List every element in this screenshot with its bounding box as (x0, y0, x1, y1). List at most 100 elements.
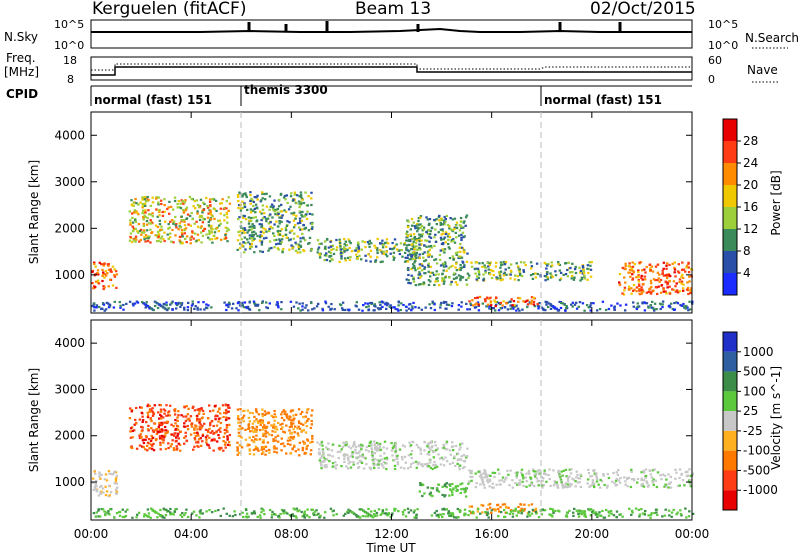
data-cell (194, 305, 197, 308)
data-cell (259, 429, 262, 432)
data-cell (260, 448, 263, 451)
data-cell (135, 406, 138, 410)
data-cell (677, 263, 680, 266)
data-cell (419, 216, 422, 219)
data-cell (495, 483, 498, 486)
data-cell (426, 254, 430, 257)
data-cell (331, 258, 334, 261)
data-cell (107, 469, 111, 473)
data-cell (515, 472, 519, 475)
data-cell (414, 241, 418, 245)
data-cell (452, 238, 455, 241)
data-cell (483, 486, 486, 489)
data-cell (360, 448, 363, 451)
data-cell (686, 286, 690, 289)
data-cell (503, 503, 506, 506)
data-cell (250, 234, 253, 237)
data-cell (263, 513, 266, 516)
data-cell (635, 286, 639, 289)
data-cell (348, 246, 351, 249)
data-cell (328, 260, 332, 263)
data-cell (298, 221, 302, 224)
data-cell (115, 286, 118, 289)
data-cell (243, 409, 246, 412)
data-cell (97, 494, 100, 497)
data-cell (442, 249, 445, 252)
data-cell (239, 209, 243, 212)
data-cell (179, 305, 182, 308)
data-cell (444, 220, 447, 223)
data-cell (630, 509, 634, 512)
data-cell (441, 248, 444, 251)
data-cell (669, 486, 673, 489)
data-cell (226, 221, 229, 224)
data-cell (327, 442, 330, 445)
data-cell (96, 489, 99, 492)
data-cell (270, 246, 273, 250)
data-cell (183, 232, 186, 235)
data-cell (323, 247, 327, 250)
data-cell (237, 195, 240, 198)
data-cell (399, 242, 403, 245)
data-cell (174, 234, 177, 237)
data-cell (102, 287, 105, 291)
data-cell (369, 260, 372, 263)
data-cell (641, 288, 644, 291)
data-cell (445, 442, 448, 445)
data-cell (651, 300, 654, 303)
data-cell (148, 410, 152, 413)
data-cell (251, 239, 254, 242)
data-cell (249, 216, 253, 220)
data-cell (343, 247, 346, 250)
data-cell (376, 237, 379, 241)
data-cell (369, 255, 372, 258)
data-cell (290, 423, 293, 426)
data-cell (279, 229, 282, 233)
data-cell (109, 278, 112, 281)
data-cell (389, 247, 392, 250)
data-cell (409, 463, 413, 466)
data-cell (689, 485, 693, 488)
data-cell (415, 248, 418, 251)
data-cell (279, 192, 283, 195)
data-cell (149, 219, 152, 222)
data-cell (452, 257, 455, 261)
data-cell (505, 273, 508, 276)
data-cell (286, 512, 289, 515)
data-cell (332, 509, 335, 512)
data-cell (271, 227, 274, 230)
data-cell (465, 278, 468, 281)
data-cell (403, 260, 407, 263)
data-cell (347, 511, 350, 514)
data-cell (459, 243, 462, 246)
data-cell (660, 478, 663, 481)
data-cell (310, 197, 313, 200)
data-cell (413, 516, 416, 519)
data-cell (400, 302, 403, 305)
data-cell (426, 486, 429, 489)
data-cell (252, 230, 256, 233)
data-cell (200, 426, 203, 429)
data-cell (646, 485, 650, 488)
data-cell (158, 214, 161, 217)
data-cell (166, 207, 169, 211)
data-cell (624, 262, 627, 265)
data-cell (635, 276, 638, 279)
data-cell (357, 308, 361, 311)
data-cell (330, 307, 333, 310)
data-cell (486, 297, 489, 300)
data-cell (455, 262, 458, 265)
data-cell (216, 410, 220, 413)
data-cell (385, 307, 388, 310)
data-cell (196, 306, 199, 309)
data-cell (306, 444, 309, 447)
data-cell (558, 510, 561, 513)
data-cell (443, 280, 446, 283)
data-cell (406, 230, 409, 233)
data-cell (520, 275, 524, 278)
data-cell (653, 468, 656, 471)
data-cell (379, 303, 382, 307)
data-cell (180, 515, 184, 518)
data-cell (211, 215, 214, 218)
data-cell (149, 516, 152, 519)
